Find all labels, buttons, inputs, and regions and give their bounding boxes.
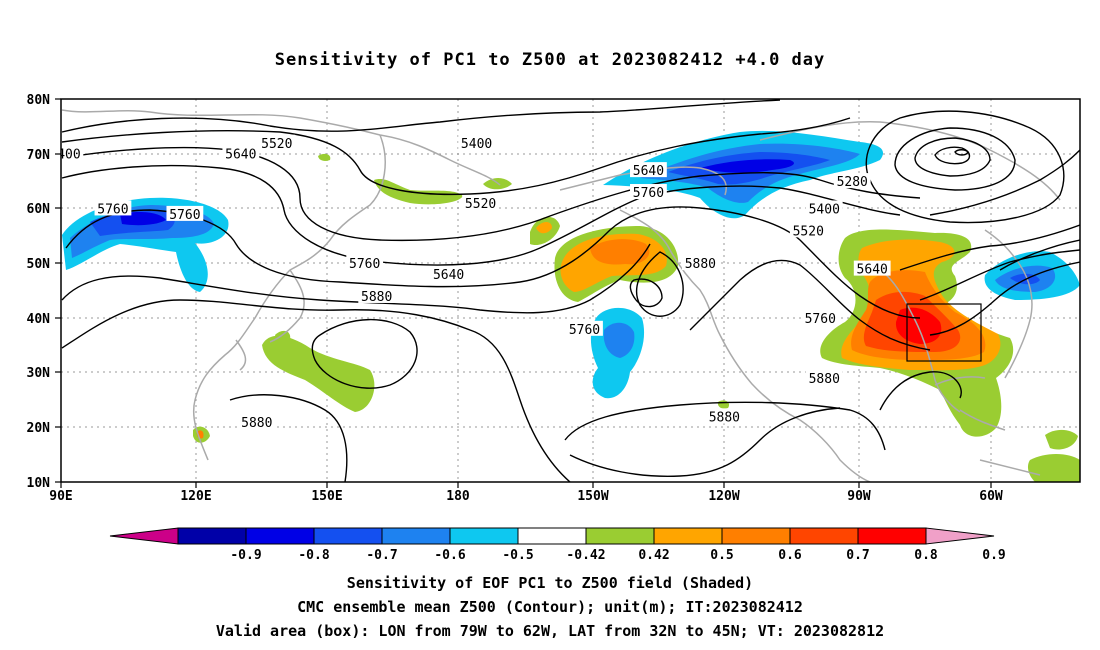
lat-label-40n: 40N [27,312,51,327]
caption-line-2: CMC ensemble mean Z500 (Contour); unit(m… [297,598,803,616]
colorbar-label: 0.9 [982,548,1005,563]
contour-label: 5640 [433,268,464,283]
contour-label-bg [805,200,843,216]
lon-label-150e: 150E [311,489,342,504]
lon-label-180: 180 [446,489,470,504]
colorbar-label: -0.8 [298,548,329,563]
lon-label-150w: 150W [577,489,608,504]
contour-label: 5760 [97,202,128,217]
lon-label-120e: 120E [180,489,211,504]
map-title: Sensitivity of PC1 to Z500 at 2023082412… [274,50,826,70]
contour-label-bg [458,134,495,150]
contour-label: 5400 [461,137,492,152]
colorbar-segment [177,527,247,545]
contour-label: 5760 [349,257,380,272]
lat-label-70n: 70N [27,148,51,163]
contour-label: 5880 [241,416,272,431]
contour-label: 5640 [225,148,256,163]
lon-label-90e: 90E [49,489,72,504]
contour-label-bg [801,309,839,325]
colorbar-segment [517,527,587,545]
lat-label-10n: 10N [27,476,51,491]
colorbar-segment [449,527,519,545]
colorbar-segment [653,527,723,545]
contour-label-bg [833,173,871,189]
contour-label: 400 [57,148,80,163]
colorbar-label: -0.5 [502,548,533,563]
contour-label-bg [430,266,468,282]
contour-label: 5520 [261,137,292,152]
contour-label-bg [94,200,132,216]
contour-label-bg [222,145,260,161]
contour-label: 5400 [809,202,840,217]
contour-label-bg [358,287,396,303]
colorbar-label: -0.6 [434,548,465,563]
contour-label: 5760 [805,312,836,327]
contour-label: 5280 [837,175,868,190]
colorbar-segment [585,527,655,545]
contour-label: 5640 [857,263,888,278]
plot-border [60,98,1081,483]
contour-label-bg [346,255,384,271]
contour-label-bg [630,184,667,200]
contour-label-bg [789,222,827,238]
colorbar-high-end [925,527,995,545]
contour-label-bg [705,408,743,424]
contour-label: 5760 [169,208,200,223]
contour-label-bg [61,145,84,161]
lat-label-50n: 50N [27,257,51,272]
contour-label: 5760 [569,323,600,338]
colorbar-segment [313,527,383,545]
contour-label: 5880 [709,410,740,425]
colorbar-segment [857,527,927,545]
contour-label-bg [166,205,204,221]
contour-label: 5880 [809,372,840,387]
contour-label-bg [805,370,843,386]
colorbar-label: 0.8 [914,548,938,563]
colorbar-label: -0.9 [230,548,261,563]
colorbar-segment [721,527,791,545]
colorbar: -0.9 -0.8 -0.7 -0.6 -0.5 -0.42 0.42 0.5 0.6 0.7 0.… [109,527,1006,563]
lat-label-80n: 80N [27,93,51,108]
contour-label: 5520 [465,197,496,212]
colorbar-label: -0.7 [366,548,397,563]
lat-label-60n: 60N [27,202,51,217]
contour-label: 5760 [633,186,664,201]
colorbar-segment [381,527,451,545]
contour-label-bg [238,413,276,429]
contour-label: 5880 [685,257,716,272]
contour-labels: 400 5520 5640 5400 5760 5760 5520 5640 5760 5280 5… [57,134,891,431]
caption-line-3: Valid area (box): LON from 79W to 62W, L… [215,622,885,640]
contour-label-bg [462,194,499,210]
colorbar-label: 0.7 [846,548,869,563]
lon-label-90w: 90W [847,489,871,504]
colorbar-label: 0.6 [778,548,802,563]
colorbar-segment [789,527,859,545]
contour-label-bg [681,255,719,271]
contour-label-bg [566,320,603,336]
colorbar-label: 0.42 [638,548,669,563]
contour-label-bg [258,134,296,150]
lat-label-20n: 20N [27,421,51,436]
contour-label-bg [853,260,891,276]
axis-ticks [55,98,992,488]
latitude-labels: 80N 70N 60N 50N 40N 30N 20N 10N [27,93,51,491]
colorbar-label: 0.5 [710,548,733,563]
caption-line-1: Sensitivity of EOF PC1 to Z500 field (Sh… [346,574,754,592]
contour-label: 5520 [793,224,824,239]
longitude-labels: 90E 120E 150E 180 150W 120W 90W 60W [49,489,1003,504]
lon-label-120w: 120W [708,489,739,504]
lon-label-60w: 60W [979,489,1003,504]
contour-label: 5880 [361,290,392,305]
colorbar-label: -0.42 [566,548,605,563]
valid-area-box [906,303,982,362]
colorbar-segment [245,527,315,545]
contour-label: 5640 [633,164,664,179]
contour-label-bg [630,162,667,178]
lat-label-30n: 30N [27,366,51,381]
colorbar-low-end [109,527,179,545]
